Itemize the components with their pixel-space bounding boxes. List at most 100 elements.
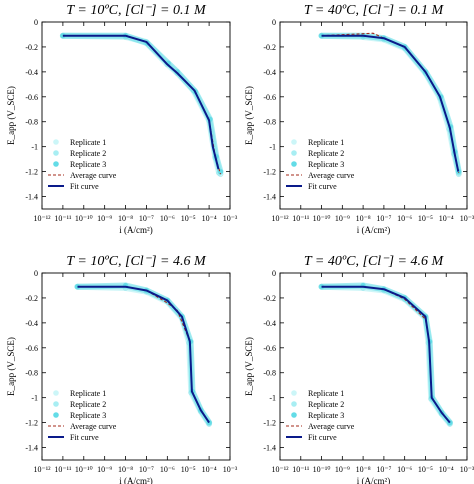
x-axis-label: i (A/cm²) [357,476,390,484]
x-tick-label: 10⁻⁴ [439,214,454,223]
y-axis-label: E_app (V_SCE) [244,86,254,145]
x-tick-label: 10⁻⁹ [335,214,350,223]
chart-panel-4: T = 40ºC, [Cl⁻] = 4.6 M 10⁻¹² 10⁻¹¹ 10⁻¹⁰ 10… [244,254,474,484]
chart-panel-1: T = 10ºC, [Cl⁻] = 0.1 M 10⁻¹² 10⁻¹¹ 10⁻¹⁰ 10… [6,3,238,235]
legend-label: Replicate 2 [70,400,106,409]
x-axis-label: i (A/cm²) [119,225,152,235]
legend-marker [53,139,59,145]
x-tick-label: 10⁻³ [223,214,238,223]
y-tick-label: 0 [272,269,276,278]
plot-frame [41,21,231,210]
y-tick-label: -0.2 [25,294,38,303]
x-tick-label: 10⁻¹² [271,214,289,223]
legend: Replicate 1 Replicate 2 Replicate 3 Average… [48,389,117,442]
y-tick-label: -1.4 [25,193,38,202]
legend: Replicate 1 Replicate 2 Replicate 3 Average… [48,138,117,191]
y-axis-label: E_app (V_SCE) [6,86,16,145]
legend-label: Replicate 1 [308,138,344,147]
legend-label: Fit curve [70,433,99,442]
legend-marker [53,412,59,418]
y-tick-label: -0.4 [25,319,38,328]
x-tick-label: 10⁻¹¹ [54,214,72,223]
legend-label: Fit curve [308,433,337,442]
x-tick-label: 10⁻⁸ [118,214,133,223]
legend-label: Replicate 1 [70,389,106,398]
x-tick-label: 10⁻⁴ [202,214,217,223]
x-tick-label: 10⁻¹¹ [54,465,72,474]
legend-marker [53,401,59,407]
chart-panel-3: T = 10ºC, [Cl⁻] = 4.6 M 10⁻¹² 10⁻¹¹ 10⁻¹⁰ 10… [6,254,238,484]
y-tick-label: -1 [269,143,276,152]
y-tick-label: -0.6 [263,344,276,353]
x-tick-label: 10⁻⁹ [335,465,350,474]
x-tick-label: 10⁻⁷ [376,214,391,223]
legend-marker [291,412,297,418]
x-axis-label: i (A/cm²) [119,476,152,484]
legend-marker [53,150,59,156]
plot-frame [279,272,468,461]
legend-label: Replicate 3 [308,160,344,169]
chart-title: T = 40ºC, [Cl⁻] = 4.6 M [304,254,445,269]
x-tick-label: 10⁻¹⁰ [75,465,93,474]
y-tick-label: -0.4 [263,319,276,328]
chart-title: T = 40ºC, [Cl⁻] = 0.1 M [304,3,445,18]
y-tick-label: -0.8 [263,118,276,127]
y-tick-label: -0.6 [25,93,38,102]
fit-curve-line [321,285,451,424]
x-tick-label: 10⁻⁸ [356,465,371,474]
y-tick-label: -0.6 [25,344,38,353]
x-tick-label: 10⁻⁶ [160,214,175,223]
legend-label: Replicate 2 [70,149,106,158]
legend: Replicate 1 Replicate 2 Replicate 3 Average… [286,138,355,191]
x-tick-label: 10⁻³ [460,465,474,474]
fit-curve-line [321,34,460,172]
x-tick-label: 10⁻⁵ [181,214,196,223]
y-tick-label: -1.2 [263,419,276,428]
y-tick-label: -0.2 [25,43,38,52]
x-tick-label: 10⁻⁷ [139,214,154,223]
x-tick-label: 10⁻¹⁰ [313,214,331,223]
y-tick-label: -1 [269,394,276,403]
x-axis-label: i (A/cm²) [357,225,390,235]
y-tick-label: -1.2 [25,168,38,177]
y-tick-label: -0.6 [263,93,276,102]
chart-title: T = 10ºC, [Cl⁻] = 4.6 M [66,254,207,269]
legend-label: Average curve [70,171,117,180]
legend-label: Average curve [308,422,355,431]
x-tick-label: 10⁻¹² [33,214,51,223]
x-tick-label: 10⁻¹⁰ [313,465,331,474]
legend-marker [53,161,59,167]
legend-marker [291,390,297,396]
legend-label: Replicate 1 [70,138,106,147]
legend-marker [291,401,297,407]
x-tick-label: 10⁻⁶ [397,465,412,474]
x-tick-label: 10⁻³ [223,465,238,474]
x-tick-label: 10⁻⁶ [160,465,175,474]
x-tick-label: 10⁻¹² [271,465,289,474]
legend-marker [53,390,59,396]
x-tick-label: 10⁻⁶ [397,214,412,223]
legend-label: Replicate 2 [308,149,344,158]
y-tick-label: -1.4 [25,444,38,453]
x-tick-label: 10⁻⁵ [418,214,433,223]
y-tick-label: -0.8 [25,369,38,378]
y-axis-label: E_app (V_SCE) [244,337,254,396]
x-tick-label: 10⁻⁵ [418,465,433,474]
plot-frame [279,21,468,210]
y-tick-label: 0 [34,18,38,27]
legend-label: Average curve [70,422,117,431]
x-tick-label: 10⁻¹¹ [292,214,310,223]
y-tick-label: -0.2 [263,43,276,52]
y-tick-label: -1.4 [263,444,276,453]
y-tick-label: -1.4 [263,193,276,202]
legend-label: Average curve [308,171,355,180]
x-tick-label: 10⁻⁹ [97,214,112,223]
x-tick-label: 10⁻¹⁰ [75,214,93,223]
legend-label: Replicate 2 [308,400,344,409]
fit-curve-line [62,34,220,170]
x-tick-label: 10⁻⁸ [118,465,133,474]
x-tick-label: 10⁻⁴ [202,465,217,474]
legend-label: Fit curve [70,182,99,191]
x-tick-label: 10⁻⁴ [439,465,454,474]
